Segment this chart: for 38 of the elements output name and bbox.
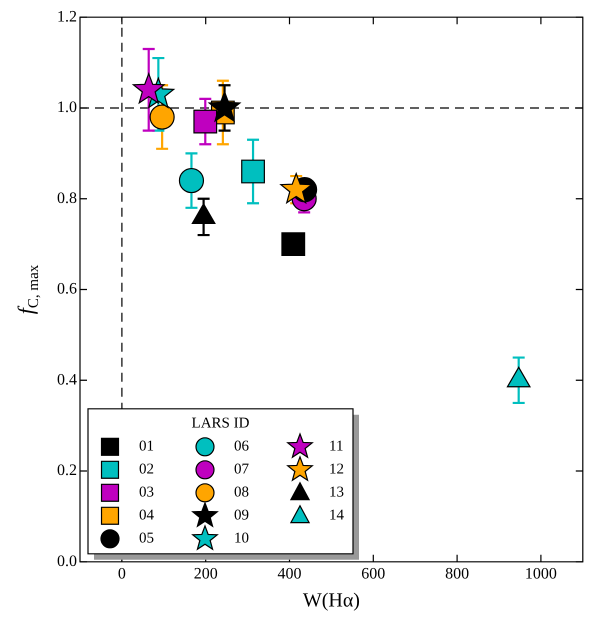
x-axis-title: W(Hα) [302, 589, 360, 612]
x-tick-label: 600 [361, 566, 386, 583]
y-tick-label: 1.2 [57, 8, 77, 26]
legend-title: LARS ID [192, 416, 250, 432]
y-tick-label: 0.6 [57, 280, 77, 298]
legend-label: 08 [234, 484, 249, 501]
legend-label: 14 [329, 508, 344, 524]
y-tick-label: 0.8 [57, 190, 77, 207]
legend-label: 02 [139, 462, 154, 478]
legend-label: 12 [329, 462, 344, 478]
point [178, 168, 204, 194]
legend-label: 01 [139, 438, 154, 455]
legend-label: 03 [139, 484, 154, 501]
legend-label: 10 [234, 530, 249, 547]
point [208, 91, 240, 122]
point [281, 232, 306, 256]
point [241, 160, 265, 184]
point [280, 172, 312, 204]
x-tick-label: 400 [278, 566, 302, 583]
x-tick-label: 800 [445, 566, 470, 583]
y-tick-label: 0.2 [57, 462, 77, 480]
x-tick-label: 1000 [524, 566, 557, 583]
point [132, 73, 165, 104]
legend-label: 07 [234, 462, 250, 478]
legend-label: 05 [139, 530, 154, 547]
y-tick-label: 1.0 [57, 99, 77, 116]
y-axis-title: fC, max [13, 264, 42, 314]
legend-label: 09 [234, 508, 249, 524]
legend-label: 13 [329, 484, 344, 501]
legend-label: 04 [139, 508, 154, 524]
legend-label: 11 [329, 438, 344, 455]
y-tick-label: 0.0 [57, 553, 77, 570]
y-tick-label: 0.4 [57, 371, 77, 388]
legend-label: 06 [234, 438, 250, 455]
x-tick-label: 0 [118, 566, 126, 583]
point [193, 110, 218, 134]
point [150, 104, 175, 130]
x-tick-label: 200 [194, 566, 218, 583]
